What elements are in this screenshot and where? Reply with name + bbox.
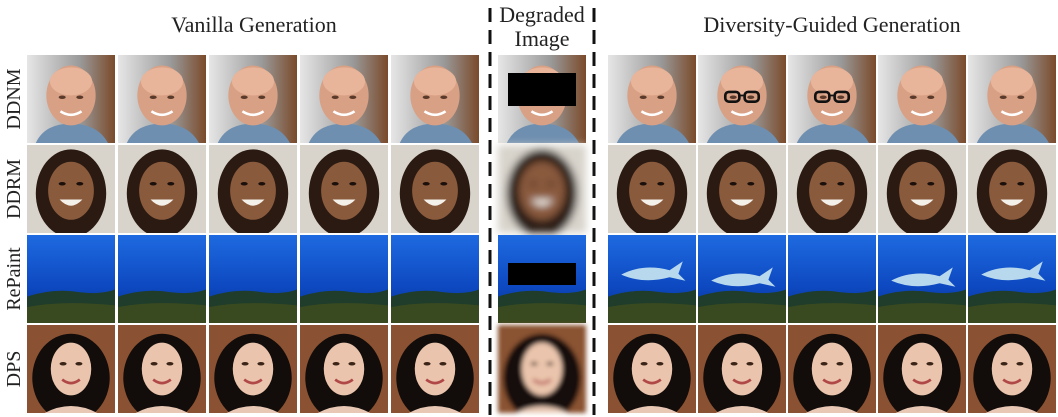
image-part [209,55,297,143]
image-part [209,235,297,323]
image-part [498,145,586,233]
image-part [209,145,297,233]
image-part [391,325,479,413]
row-label: DDNM [3,68,25,129]
image-part [391,55,479,143]
header-degraded: Image [515,26,570,51]
image-part [118,55,206,143]
image-part [968,145,1056,233]
image-part [878,325,966,413]
image-part [118,325,206,413]
image-part [608,145,696,233]
row-label: DDRM [3,159,25,219]
image-part [391,235,479,323]
image-part [698,145,786,233]
row-label: DPS [3,351,25,388]
image-part [878,55,966,143]
image-part [968,325,1056,413]
header-degraded: Degraded [499,2,585,27]
image-part [27,325,115,413]
image-part [209,325,297,413]
image-part [391,145,479,233]
header-vanilla: Vanilla Generation [171,12,337,37]
image-part [300,235,388,323]
image-part [300,55,388,143]
image-part [968,55,1056,143]
image-part [118,145,206,233]
mask [508,73,576,106]
image-part [118,235,206,323]
image-part [788,235,876,323]
image-part [300,145,388,233]
image-part [27,145,115,233]
image-part [300,325,388,413]
row-label: RePaint [3,247,25,311]
image-part [698,55,786,143]
image-part [498,325,586,413]
image-part [788,55,876,143]
image-part [608,55,696,143]
image-part [698,325,786,413]
image-part [788,145,876,233]
image-part [27,235,115,323]
mask [508,263,576,285]
image-part [878,145,966,233]
image-part [27,55,115,143]
image-part [608,325,696,413]
header-diversity: Diversity-Guided Generation [703,12,960,37]
image-part [788,325,876,413]
